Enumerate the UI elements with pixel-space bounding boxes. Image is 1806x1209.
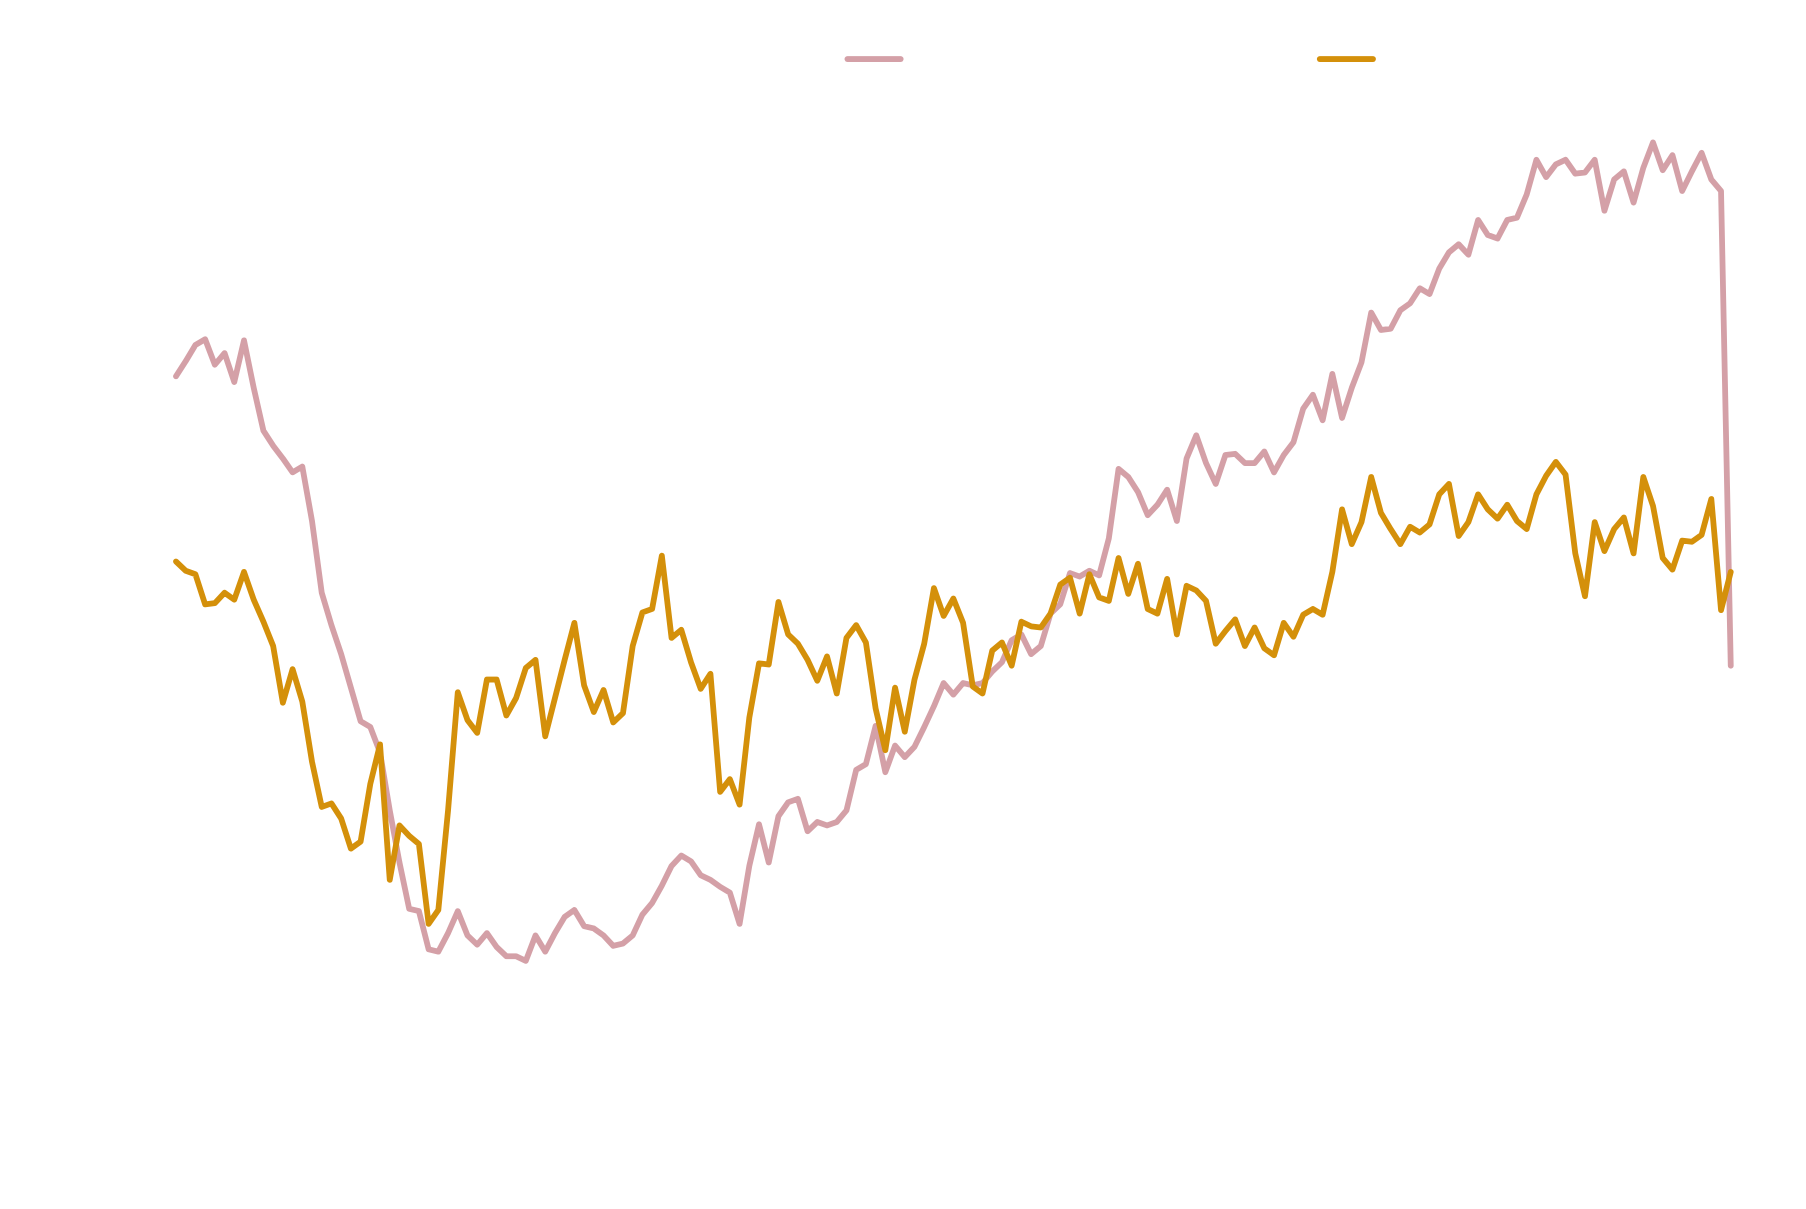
line-series [173, 459, 1734, 927]
line-series [173, 139, 1734, 964]
